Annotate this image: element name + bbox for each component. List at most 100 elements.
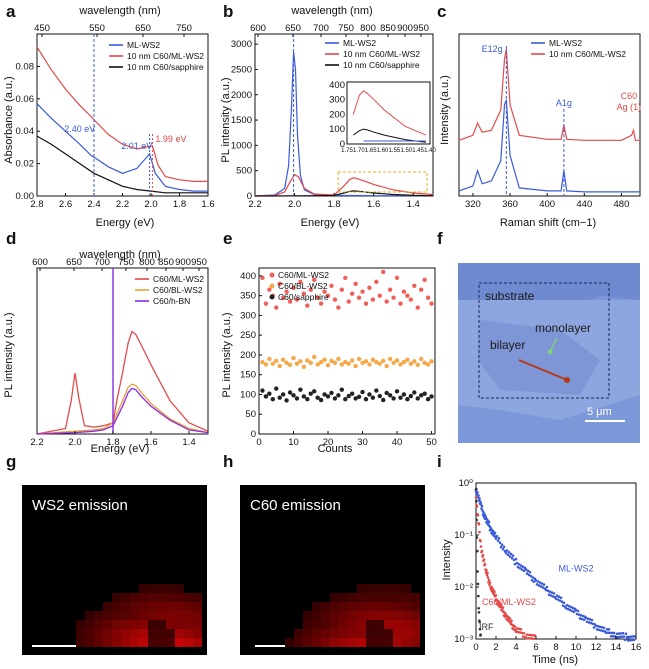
e-point-2-45: [415, 396, 420, 401]
e-point-1-36: [384, 363, 389, 369]
e-ytick-label-4: 200: [240, 350, 256, 361]
g-cell-13-11: [121, 602, 130, 611]
g-cell-17-11: [121, 638, 130, 647]
a-xtick-label-4: 2.0: [144, 199, 157, 210]
h-cell-12-16: [384, 593, 393, 602]
g-cell-15-7: [85, 620, 94, 629]
a-xtick-label-0: 2.8: [30, 199, 43, 210]
g-cell-12-14: [148, 593, 157, 602]
i-point-0-11-4: [568, 608, 572, 612]
i-point-0-4-7: [501, 547, 505, 551]
h-cell-11-15: [375, 584, 384, 593]
e-xtick-label-2: 20: [323, 437, 334, 448]
b-toptick-label-3: 750: [338, 23, 354, 34]
e-point-0-24: [343, 275, 348, 281]
e-point-1-29: [360, 360, 365, 366]
i-point-1-8-2: [516, 630, 520, 634]
h-cell-15-19: [411, 620, 420, 629]
i-point-0-9-4: [548, 590, 552, 593]
h-cell-14-14: [366, 611, 375, 620]
i-point-0-15-5: [609, 634, 613, 638]
g-cell-12-15: [157, 593, 166, 602]
g-cell-16-13: [139, 629, 148, 638]
i-point-0-7-0: [524, 568, 528, 571]
i-ylabel: Intensity: [441, 539, 453, 580]
e-xtick-label-0: 0: [256, 437, 261, 448]
i-point-0-7-4: [528, 570, 532, 574]
f-bilayer-point: [564, 377, 570, 383]
b-inset-series-1: [352, 90, 427, 136]
h-cell-12-14: [366, 593, 375, 602]
i-point-0-4-1: [495, 534, 499, 538]
g-cell-17-12: [130, 638, 139, 647]
d-xlabel: Energy (eV): [91, 443, 150, 455]
b-legend-label-2: 10 nm C60/sapphire: [343, 60, 420, 70]
b-ytick-label-2: 1000: [231, 140, 252, 151]
a-toptick-label-1: 550: [89, 23, 105, 34]
i-label-irf: IRF: [479, 622, 494, 632]
e-point-0-7: [284, 289, 289, 294]
i-xtick-label-5: 10: [571, 642, 582, 653]
d-xtick-label-0: 2.2: [30, 437, 43, 448]
i-point-0-0-5: [477, 494, 480, 497]
i-point-1-0-7: [478, 530, 481, 534]
h-cell-15-13: [357, 620, 366, 629]
e-point-0-41: [401, 289, 407, 294]
e-point-0-6: [280, 295, 286, 300]
h-cell-12-11: [339, 593, 348, 602]
e-point-1-40: [398, 362, 403, 367]
i-point-0-1-0: [479, 502, 483, 506]
b-ylabel: PL intensity (a.u.): [220, 77, 232, 162]
h-cell-14-19: [411, 611, 420, 620]
e-point-2-23: [339, 387, 345, 392]
h-cell-13-17: [393, 602, 402, 611]
h-cell-13-16: [384, 602, 393, 611]
i-point-0-8-2: [536, 580, 540, 583]
i-point-0-12-4: [578, 617, 582, 620]
e-point-2-13: [305, 397, 310, 402]
e-point-0-12: [301, 291, 307, 296]
i-point-0-14-7: [601, 629, 605, 633]
a-xtick-label-1: 2.6: [59, 199, 72, 210]
e-point-2-16: [315, 395, 320, 400]
i-point-0-16-1: [615, 632, 619, 636]
d-legend-label-2: C60/h-BN: [153, 296, 190, 306]
i-point-1-9-3: [527, 633, 531, 637]
h-cell-14-18: [402, 611, 411, 620]
g-cell-15-17: [175, 620, 184, 629]
panel-h-map: C60 emission: [240, 485, 425, 655]
i-point-0-15-3: [607, 628, 611, 631]
i-point-0-9-2: [546, 589, 550, 593]
i-point-0-0-9: [479, 500, 482, 504]
g-cell-13-16: [166, 602, 175, 611]
i-point-2-2-1: [477, 594, 480, 598]
e-point-1-2: [267, 356, 272, 362]
i-point-0-12-7: [581, 614, 585, 618]
g-cell-13-17: [175, 602, 184, 611]
i-point-0-9-0: [544, 588, 548, 592]
e-point-0-5: [277, 281, 282, 287]
h-cell-17-13: [357, 638, 366, 647]
i-xtick-label-3: 6: [533, 642, 538, 653]
e-point-1-22: [336, 356, 341, 362]
a-ytick-label-3: 0.06: [16, 94, 35, 105]
i-point-0-13-0: [584, 616, 588, 620]
i-point-0-17-6: [630, 638, 634, 642]
i-point-0-13-3: [587, 621, 591, 624]
i-point-1-8-1: [515, 627, 519, 630]
h-cell-12-17: [393, 593, 402, 602]
c-xtick-label-0: 320: [465, 199, 481, 210]
i-point-1-0-6: [477, 522, 481, 526]
b-ytick-label-3: 1500: [231, 115, 252, 126]
e-point-2-22: [336, 393, 341, 398]
i-point-0-7-1: [525, 572, 529, 575]
e-point-1-42: [405, 357, 410, 362]
i-point-0-7-8: [532, 580, 536, 583]
b-inset-xtick-2: 1.65: [365, 148, 377, 154]
b-inset-xtick-5: 1.50: [400, 148, 412, 154]
i-point-0-5-6: [510, 556, 514, 560]
i-point-1-9-6: [530, 637, 534, 640]
c-legend-label-1: 10 nm C60/ML-WS2: [549, 49, 626, 59]
h-cell-13-14: [366, 602, 375, 611]
